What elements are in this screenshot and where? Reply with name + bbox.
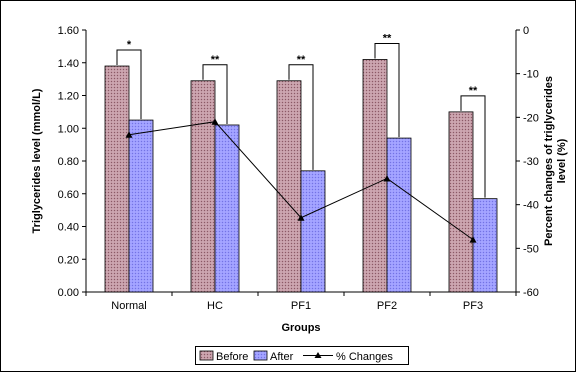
bar-before	[448, 111, 474, 293]
right-tick-label: -30	[523, 156, 539, 168]
left-tick-label: 0.20	[58, 254, 79, 266]
left-tick-label: 1.00	[58, 123, 79, 135]
x-tick-label: HC	[207, 300, 223, 312]
significance-label: **	[211, 54, 220, 66]
bar-after	[386, 137, 412, 293]
x-tick-label: PF1	[291, 300, 311, 312]
bar-after	[214, 124, 240, 293]
right-tick-label: -20	[523, 112, 539, 124]
x-tick-label: PF2	[377, 300, 397, 312]
left-tick-label: 0.80	[58, 156, 79, 168]
significance-label: **	[469, 85, 478, 97]
significance-label: *	[127, 39, 132, 51]
significance-bracket	[374, 42, 400, 138]
right-tick-label: 0	[523, 25, 529, 37]
legend-label-changes: % Changes	[336, 351, 393, 363]
left-tick-label: 0.40	[58, 222, 79, 234]
legend-box	[195, 346, 409, 365]
significance-bracket	[460, 95, 486, 198]
legend: Before After % Changes	[195, 346, 409, 365]
bar-after	[128, 119, 154, 293]
x-ticks: Normal HC PF1 PF2 PF3	[85, 292, 517, 312]
bar-before	[362, 59, 388, 293]
left-tick-label: 0.60	[58, 189, 79, 201]
x-tick-label: PF3	[463, 300, 483, 312]
significance-bracket	[202, 64, 228, 124]
significance-bracket	[116, 49, 142, 120]
left-tick-label: 0.00	[58, 287, 79, 299]
left-tick-label: 1.40	[58, 58, 79, 70]
legend-triangle-marker	[314, 352, 322, 358]
bar-after	[472, 198, 498, 293]
percent-change-point	[211, 118, 219, 125]
percent-change-point	[297, 214, 305, 221]
bar-before	[276, 80, 302, 293]
legend-label-after: After	[270, 351, 294, 363]
legend-label-before: Before	[216, 351, 248, 363]
percent-change-line	[125, 118, 477, 243]
legend-swatch-before	[199, 350, 214, 361]
right-tick-label: -60	[523, 287, 539, 299]
significance-bracket	[288, 64, 314, 170]
left-y-axis-title: Triglycerides level (mmol/L)	[31, 88, 43, 233]
percent-change-point	[125, 131, 133, 138]
significance-brackets: *** ******	[116, 32, 486, 198]
right-tick-label: -10	[523, 69, 539, 81]
right-tick-label: -40	[523, 200, 539, 212]
bars	[104, 59, 498, 293]
left-y-ticks: 0.00 0.20 0.40 0.60 0.80 1.00 1.20 1.40 1.60	[58, 25, 86, 299]
right-y-axis-title-line2: level (%)	[556, 138, 568, 183]
significance-label: **	[297, 54, 306, 66]
bar-before	[190, 80, 216, 293]
bar-after	[300, 170, 326, 293]
right-y-ticks: 0 -10 -20 -30 -40 -50 -60	[516, 25, 539, 299]
percent-change-point	[383, 174, 391, 182]
x-tick-label: Normal	[111, 300, 146, 312]
significance-label: **	[383, 32, 392, 44]
bar-before	[104, 65, 130, 293]
legend-swatch-after	[253, 350, 268, 361]
right-y-axis-title-line1: Percent changes of triglycerides	[543, 76, 555, 246]
left-tick-label: 1.20	[58, 91, 79, 103]
left-tick-label: 1.60	[58, 25, 79, 37]
right-tick-label: -50	[523, 243, 539, 255]
x-axis-title: Groups	[281, 322, 320, 334]
percent-change-point	[469, 236, 477, 243]
